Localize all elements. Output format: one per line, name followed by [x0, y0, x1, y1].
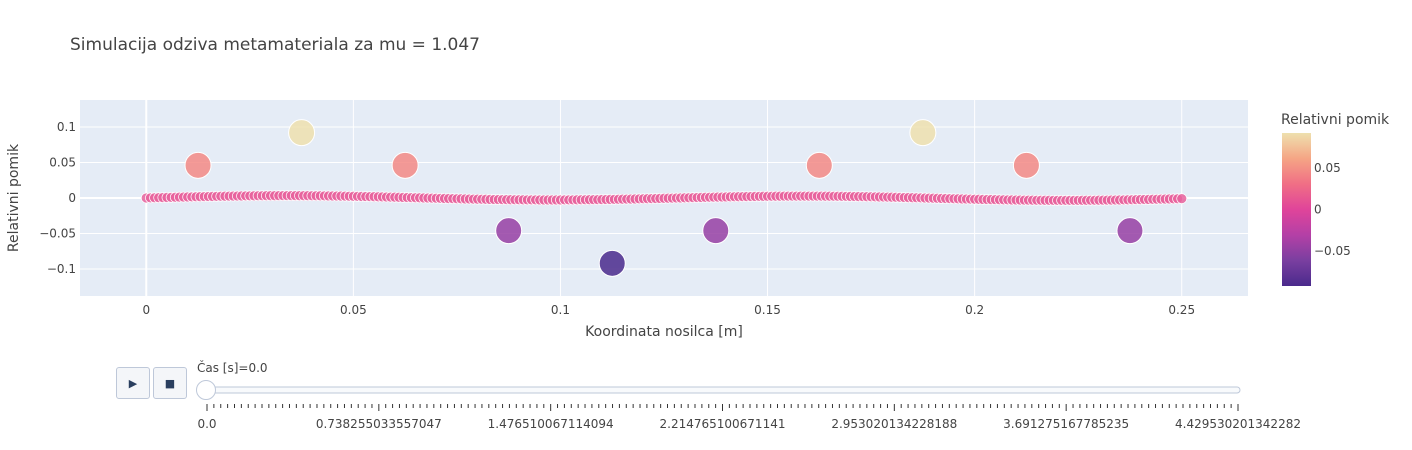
- slider-tick-label: 2.214765100671141: [660, 417, 786, 431]
- slider-tick-label: 0.738255033557047: [316, 417, 442, 431]
- x-tick-label: 0.1: [551, 303, 570, 317]
- beam-point: [1176, 193, 1188, 204]
- slider-label: Čas [s]=0.0: [197, 360, 268, 375]
- x-tick-label: 0.05: [340, 303, 367, 317]
- colorbar-tick-label: 0.05: [1314, 161, 1341, 175]
- slider-handle[interactable]: [196, 380, 216, 400]
- resonator-point: [391, 151, 419, 179]
- stop-icon: ■: [164, 376, 176, 390]
- resonator-point: [909, 119, 937, 147]
- colorbar-tick-label: −0.05: [1314, 244, 1351, 258]
- colorbar: [1282, 133, 1311, 286]
- colorbar-tick-label: 0: [1314, 203, 1322, 217]
- y-axis: −0.1 −0.05 0 0.05 0.1: [39, 120, 76, 276]
- resonator-point: [1012, 151, 1040, 179]
- colorbar-ticks: −0.05 0 0.05: [1314, 161, 1351, 258]
- resonator-series: [184, 119, 1144, 277]
- y-axis-title: Relativni pomik: [6, 143, 22, 252]
- slider-tick-label: 3.691275167785235: [1003, 417, 1129, 431]
- x-axis: 0 0.05 0.1 0.15 0.2 0.25: [142, 303, 1195, 317]
- y-tick-label: −0.1: [47, 262, 76, 276]
- resonator-point: [805, 151, 833, 179]
- resonator-point: [702, 217, 730, 245]
- stop-button[interactable]: ■: [153, 367, 187, 399]
- x-tick-label: 0: [142, 303, 150, 317]
- chart-title: Simulacija odziva metamateriala za mu = …: [70, 35, 480, 55]
- resonator-point: [495, 217, 523, 245]
- y-tick-label: 0.05: [49, 155, 76, 169]
- slider-tick-label: 2.953020134228188: [831, 417, 957, 431]
- x-axis-title: Koordinata nosilca [m]: [585, 324, 743, 340]
- play-button[interactable]: ▶: [116, 367, 150, 399]
- slider-tick-label: 4.429530201342282: [1175, 417, 1301, 431]
- y-tick-label: 0: [68, 191, 76, 205]
- resonator-point: [184, 151, 212, 179]
- x-tick-label: 0.15: [754, 303, 781, 317]
- y-tick-label: 0.1: [57, 120, 76, 134]
- beam-series: [140, 190, 1188, 206]
- slider-ticks: 0.0 0.738255033557047 1.476510067114094 2.2…: [197, 404, 1301, 431]
- slider-tick-label: 0.0: [197, 417, 216, 431]
- colorbar-title: Relativni pomik: [1281, 112, 1390, 128]
- slider-rail[interactable]: [204, 386, 1241, 394]
- x-tick-label: 0.25: [1168, 303, 1195, 317]
- resonator-point: [598, 249, 626, 277]
- resonator-point: [288, 119, 316, 147]
- slider-tick-label: 1.476510067114094: [488, 417, 614, 431]
- y-tick-label: −0.05: [39, 227, 76, 241]
- x-tick-label: 0.2: [965, 303, 984, 317]
- resonator-point: [1116, 217, 1144, 245]
- play-icon: ▶: [128, 376, 138, 390]
